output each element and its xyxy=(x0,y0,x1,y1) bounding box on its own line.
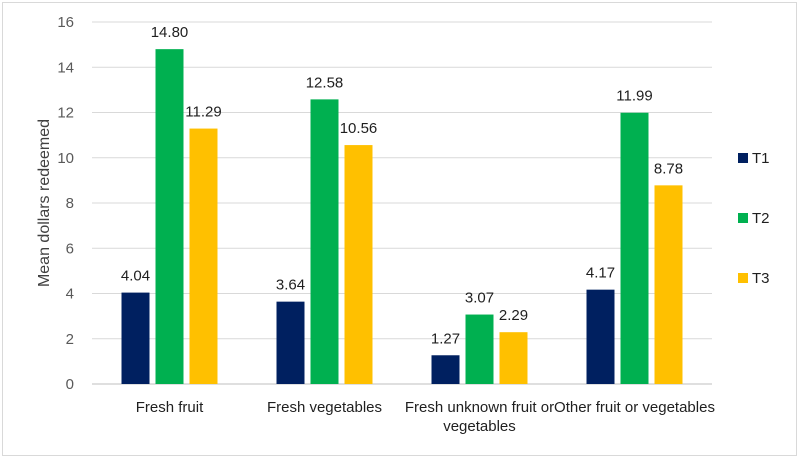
data-label: 4.17 xyxy=(586,265,615,282)
y-tick-label: 0 xyxy=(66,376,74,393)
legend-label: T1 xyxy=(752,150,770,167)
bar-t1 xyxy=(276,301,305,384)
legend: T1 T2 T3 xyxy=(738,150,770,287)
x-category-label: Fresh fruit xyxy=(136,399,204,416)
data-label: 12.58 xyxy=(306,74,344,91)
gridlines xyxy=(92,21,712,385)
bar-t2 xyxy=(620,112,649,384)
y-tick-label: 2 xyxy=(66,331,74,348)
y-tick-label: 4 xyxy=(66,286,74,303)
data-label: 10.56 xyxy=(340,120,378,137)
y-tick-label: 16 xyxy=(57,14,74,31)
bar-t3 xyxy=(654,185,683,384)
bar-t1 xyxy=(431,355,460,384)
y-tick-label: 14 xyxy=(57,59,74,76)
bars xyxy=(121,49,683,385)
bar-t3 xyxy=(499,332,528,384)
data-label: 1.27 xyxy=(431,330,460,347)
data-label: 11.29 xyxy=(185,104,221,121)
legend-swatch-t2 xyxy=(738,213,748,223)
data-label: 8.78 xyxy=(654,160,683,177)
bar-t1 xyxy=(586,289,615,384)
data-label: 3.07 xyxy=(465,290,494,307)
bar-t1 xyxy=(121,292,150,384)
y-axis-label: Mean dollars redeemed xyxy=(36,119,53,287)
y-tick-label: 12 xyxy=(57,105,74,122)
x-category-label: Fresh unknown fruit or xyxy=(405,399,554,416)
bar-t2 xyxy=(310,99,339,384)
data-label: 11.99 xyxy=(616,88,652,105)
bar-t2 xyxy=(465,314,494,384)
x-category-label: Fresh vegetables xyxy=(267,399,382,416)
bar-t3 xyxy=(189,128,218,384)
data-labels: 4.04 3.64 1.27 4.17 14.80 12.58 3.07 11.99 11.29… xyxy=(121,24,683,347)
legend-label: T2 xyxy=(752,210,770,227)
x-axis-categories: Fresh fruit Fresh vegetables Fresh unknown… xyxy=(136,399,715,435)
bar-t3 xyxy=(344,145,373,384)
y-tick-label: 10 xyxy=(57,150,74,167)
y-tick-label: 6 xyxy=(66,240,74,257)
y-axis-ticks: 0 2 4 6 8 10 12 14 16 xyxy=(57,14,74,393)
legend-swatch-t3 xyxy=(738,273,748,283)
data-label: 4.04 xyxy=(121,268,150,285)
data-label: 3.64 xyxy=(276,277,305,294)
data-label: 14.80 xyxy=(151,24,189,41)
data-label: 2.29 xyxy=(499,307,528,324)
legend-swatch-t1 xyxy=(738,153,748,163)
x-category-label: Other fruit or vegetables xyxy=(554,399,715,416)
legend-label: T3 xyxy=(752,270,770,287)
x-category-label: vegetables xyxy=(443,418,516,435)
y-tick-label: 8 xyxy=(66,195,74,212)
bar-t2 xyxy=(155,49,184,385)
